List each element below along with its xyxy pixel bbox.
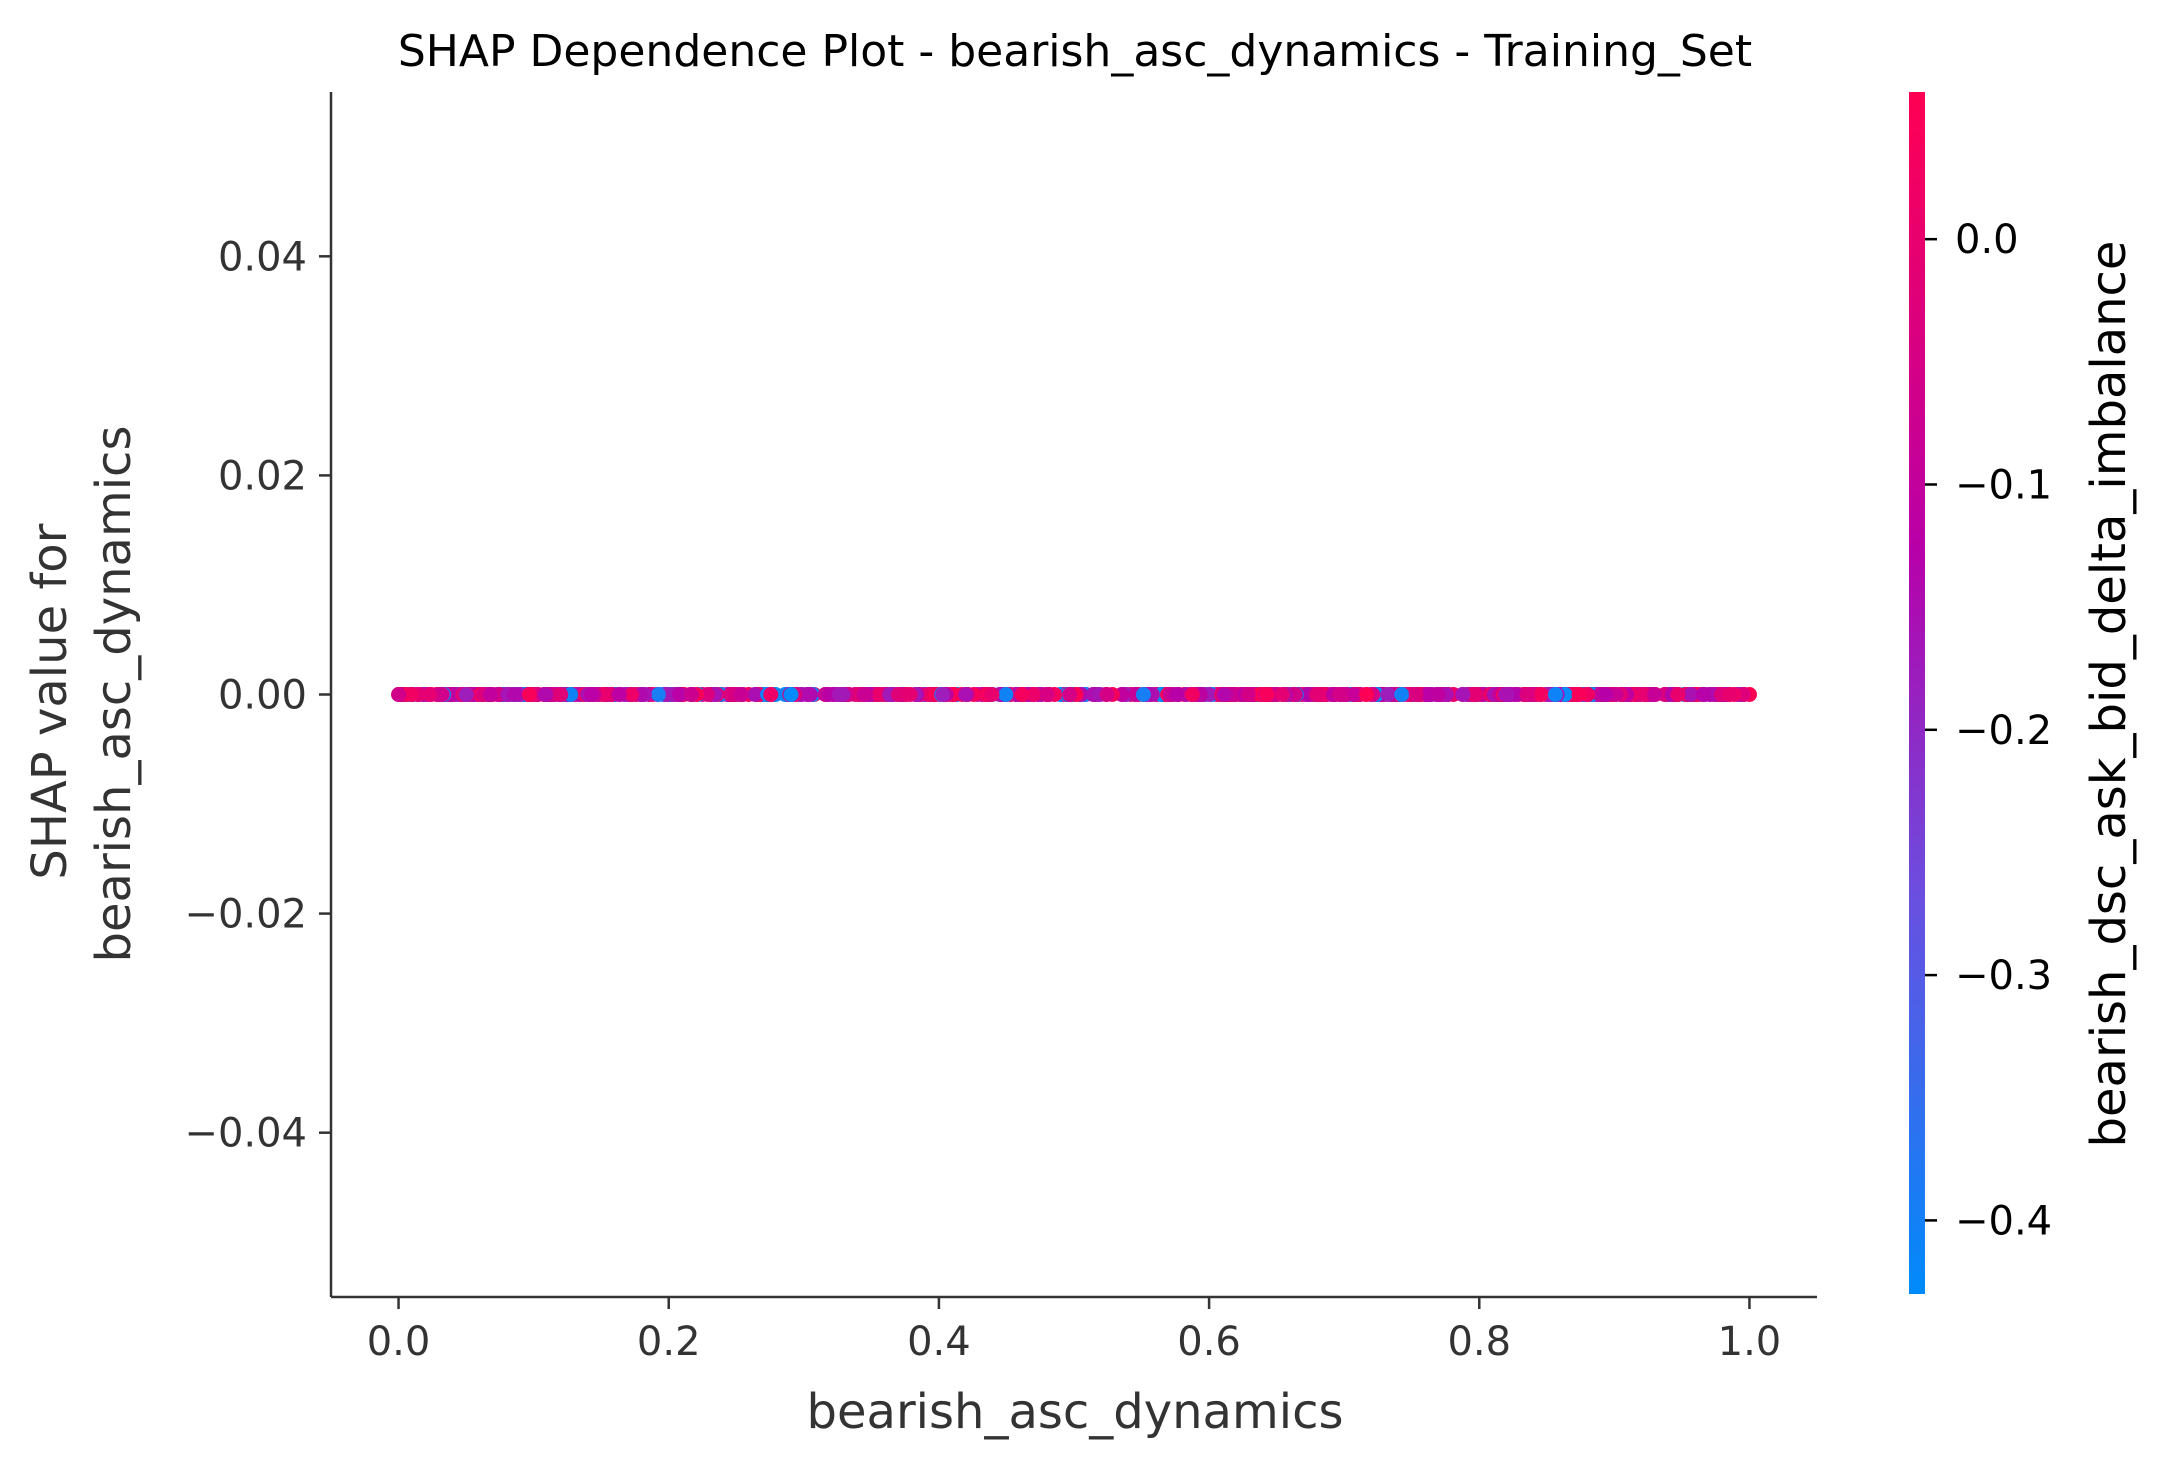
scatter-point bbox=[1169, 687, 1185, 702]
x-tick-label: 0.0 bbox=[367, 1319, 431, 1365]
scatter-point bbox=[935, 687, 951, 702]
scatter-point bbox=[1310, 687, 1326, 702]
y-tick-label: 0.02 bbox=[218, 453, 307, 499]
scatter-point bbox=[1467, 687, 1483, 702]
scatter-point bbox=[699, 687, 715, 702]
scatter-point bbox=[507, 687, 523, 702]
x-tick-label: 0.8 bbox=[1447, 1319, 1511, 1365]
scatter-point bbox=[672, 687, 688, 702]
scatter-point bbox=[1498, 687, 1513, 702]
y-axis-label-line-1: SHAP value for bbox=[22, 523, 78, 879]
scatter-point bbox=[611, 687, 627, 702]
scatter-point bbox=[1548, 687, 1563, 702]
scatter-point bbox=[958, 687, 974, 702]
y-tick-label: −0.04 bbox=[184, 1111, 307, 1157]
scatter-point bbox=[1135, 687, 1151, 702]
colorbar-tick-label: −0.1 bbox=[1955, 462, 2052, 508]
scatter-point bbox=[1240, 687, 1256, 702]
scatter-point bbox=[1359, 687, 1375, 702]
scatter-point bbox=[624, 687, 640, 702]
scatter-point bbox=[458, 687, 474, 702]
plot-area: 0.0 0.2 0.4 0.6 0.8 1.0 0.04 0.02 0.00 −0.02 −0.0… bbox=[184, 92, 1817, 1365]
scatter-point bbox=[1695, 687, 1711, 702]
scatter-point bbox=[1347, 687, 1362, 702]
scatter-point bbox=[1571, 687, 1587, 702]
scatter-point bbox=[391, 687, 407, 702]
scatter-point bbox=[538, 687, 554, 702]
scatter-point bbox=[1099, 687, 1115, 702]
scatter-point bbox=[1598, 687, 1614, 702]
scatter-point bbox=[1332, 687, 1347, 702]
scatter-point bbox=[858, 687, 874, 702]
scatter-point bbox=[802, 687, 818, 702]
scatter-point bbox=[1184, 687, 1200, 702]
scatter-point bbox=[1683, 687, 1699, 702]
scatter-point bbox=[890, 687, 906, 702]
scatter-point bbox=[1039, 687, 1055, 702]
scatter-point bbox=[1380, 687, 1396, 702]
scatter-point bbox=[584, 687, 599, 702]
scatter-point bbox=[747, 687, 763, 702]
scatter-point bbox=[1670, 687, 1686, 702]
chart-title: SHAP Dependence Plot - bearish_asc_dynam… bbox=[398, 26, 1752, 77]
scatter-point bbox=[684, 687, 699, 702]
scatter-point bbox=[1408, 687, 1424, 702]
scatter-point bbox=[403, 687, 419, 702]
scatter-point bbox=[733, 687, 749, 702]
y-axis-label-line-2: bearish_asc_dynamics bbox=[86, 426, 142, 963]
colorbar-gradient bbox=[1909, 92, 1925, 1294]
scatter-point bbox=[1216, 687, 1232, 702]
scatter-point bbox=[651, 687, 666, 702]
scatter-point bbox=[1026, 687, 1042, 702]
scatter-point bbox=[1721, 687, 1737, 702]
scatter-point bbox=[763, 687, 779, 702]
y-tick-label: 0.00 bbox=[218, 673, 307, 719]
scatter-point bbox=[998, 687, 1014, 702]
colorbar-tick-label: −0.4 bbox=[1955, 1198, 2052, 1244]
x-tick-label: 0.6 bbox=[1177, 1319, 1241, 1365]
scatter-point bbox=[783, 687, 799, 702]
scatter-point bbox=[902, 687, 918, 702]
scatter-point bbox=[422, 687, 437, 702]
scatter-point bbox=[1259, 687, 1275, 702]
scatter-point bbox=[521, 687, 537, 702]
y-axis-ticks: 0.04 0.02 0.00 −0.02 −0.04 bbox=[184, 234, 331, 1157]
colorbar-label: bearish_dsc_ask_bid_delta_imbalance bbox=[2081, 241, 2137, 1148]
x-axis-label: bearish_asc_dynamics bbox=[807, 1384, 1344, 1440]
x-tick-label: 0.2 bbox=[637, 1319, 701, 1365]
y-tick-label: 0.04 bbox=[218, 234, 307, 280]
scatter-point bbox=[1533, 687, 1549, 702]
scatter-point bbox=[1455, 687, 1471, 702]
scatter-point bbox=[434, 687, 450, 702]
scatter-point bbox=[835, 687, 851, 702]
y-axis-label: SHAP value for bearish_asc_dynamics bbox=[22, 426, 142, 963]
colorbar-ticks: 0.0 −0.1 −0.2 −0.3 −0.4 bbox=[1925, 217, 2052, 1244]
scatter-point bbox=[871, 687, 887, 702]
scatter-point bbox=[553, 687, 569, 702]
colorbar-tick-label: −0.2 bbox=[1955, 708, 2052, 754]
colorbar: 0.0 −0.1 −0.2 −0.3 −0.4 bbox=[1909, 92, 2052, 1294]
scatter-point bbox=[1274, 687, 1290, 702]
x-tick-label: 1.0 bbox=[1718, 1319, 1782, 1365]
y-tick-label: −0.02 bbox=[184, 892, 307, 938]
scatter-point bbox=[1430, 687, 1446, 702]
x-axis-ticks: 0.0 0.2 0.4 0.6 0.8 1.0 bbox=[367, 1297, 1782, 1365]
x-tick-label: 0.4 bbox=[907, 1319, 971, 1365]
scatter-point bbox=[1014, 687, 1030, 702]
scatter-point bbox=[1519, 687, 1535, 702]
scatter-point bbox=[483, 687, 498, 702]
colorbar-tick-label: 0.0 bbox=[1955, 217, 2019, 263]
scatter-point bbox=[1062, 687, 1078, 702]
scatter-point bbox=[984, 687, 1000, 702]
colorbar-tick-label: −0.3 bbox=[1955, 953, 2052, 999]
scatter-point bbox=[1394, 687, 1410, 702]
scatter-point bbox=[1647, 687, 1662, 702]
scatter-points bbox=[391, 687, 1757, 702]
